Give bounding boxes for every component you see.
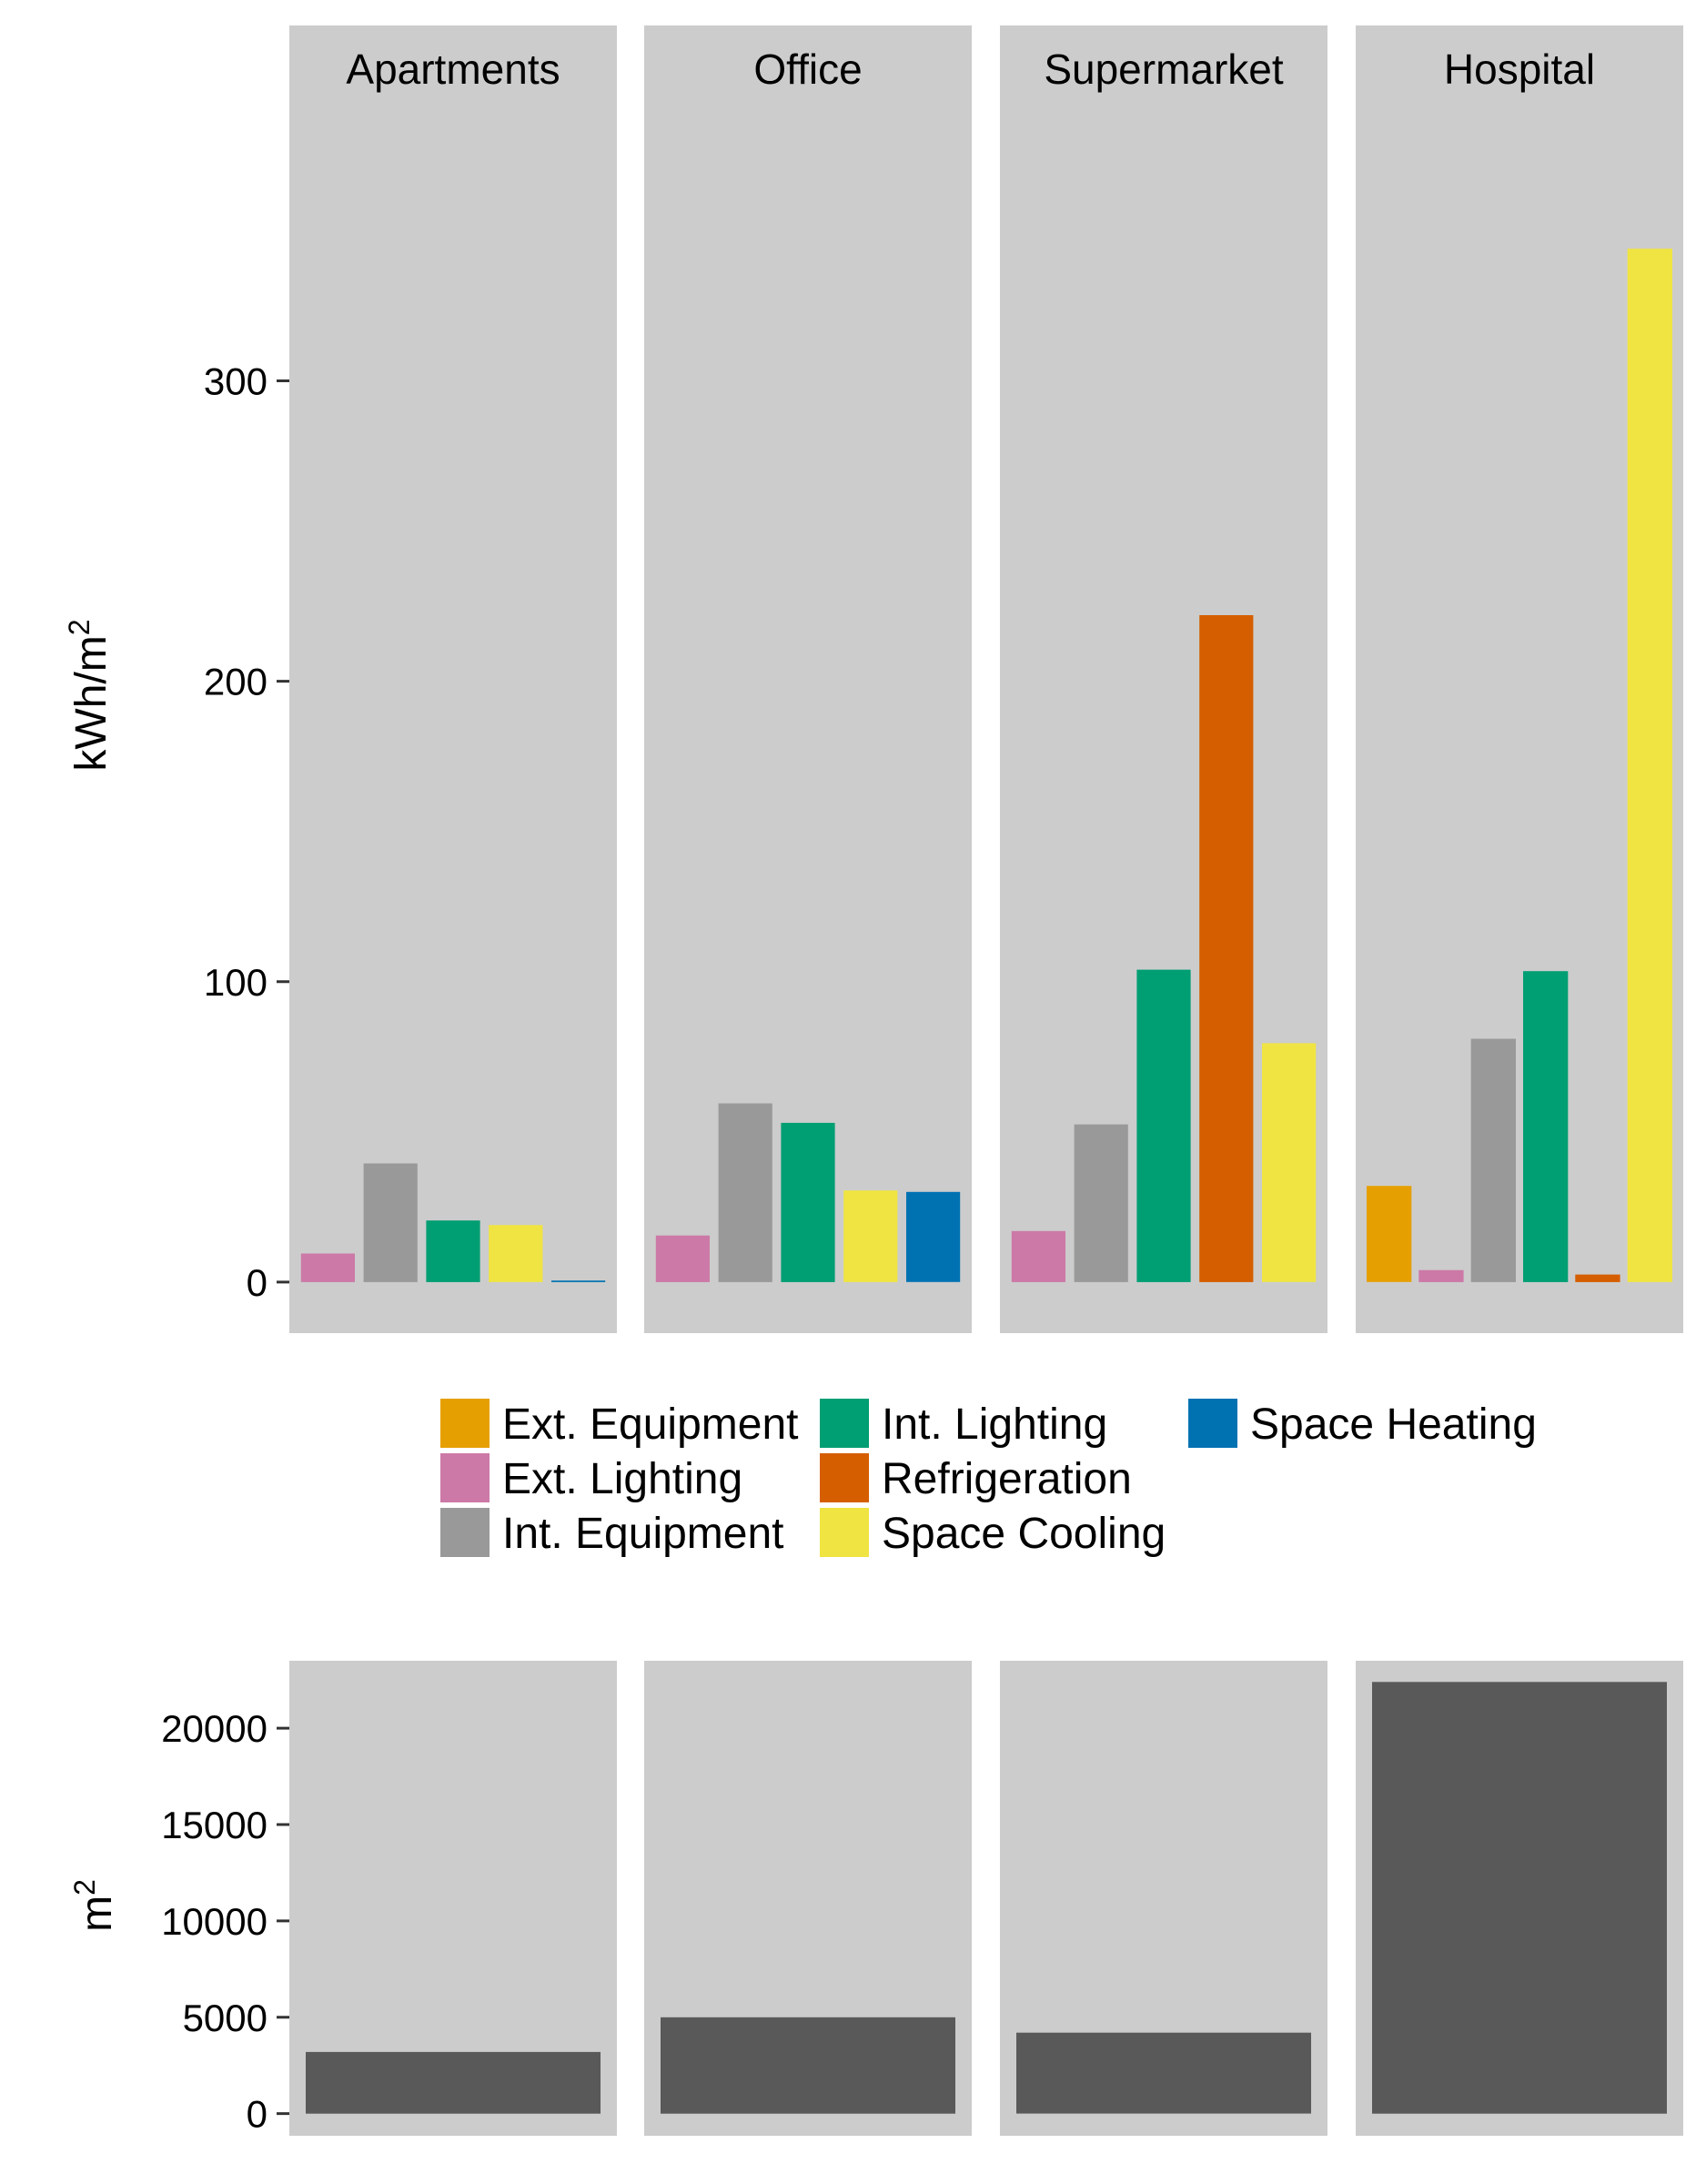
legend-item-refrigeration: Refrigeration (820, 1453, 1132, 1503)
panel-background (289, 25, 617, 1333)
area-y-tick-label: 5000 (183, 1997, 268, 2039)
bar-hospital-int-lighting (1523, 971, 1569, 1282)
bar-apartments-int-equipment (363, 1163, 418, 1282)
bar-apartments-ext-lighting (300, 1253, 355, 1282)
bar-apartments-space-heating (551, 1280, 606, 1282)
area-y-tick-label: 15000 (161, 1804, 268, 1846)
area-facet-panels (289, 1661, 1683, 2136)
bar-supermarket-refrigeration (1199, 615, 1254, 1282)
bar-supermarket-int-equipment (1074, 1124, 1128, 1282)
legend-key-ext-equipment (440, 1399, 490, 1448)
legend-key-space-heating (1188, 1399, 1237, 1448)
legend-item-space-cooling: Space Cooling (820, 1508, 1166, 1558)
panel-background (644, 25, 972, 1333)
floor-area-chart: 0 5000 10000 15000 20000 m2 (68, 1661, 1683, 2136)
energy-y-axis-title-sup: 2 (63, 619, 96, 635)
bar-supermarket-space-cooling (1262, 1043, 1317, 1282)
facet-label-hospital: Hospital (1444, 46, 1595, 93)
facet-label-office: Office (753, 46, 862, 93)
legend-label-int-lighting: Int. Lighting (882, 1400, 1107, 1449)
legend-item-ext-lighting: Ext. Lighting (440, 1453, 742, 1503)
bar-hospital-ext-equipment (1367, 1186, 1412, 1282)
energy-y-axis: 0 100 200 300 (204, 360, 289, 1304)
bar-hospital-ext-lighting (1418, 1269, 1464, 1282)
legend-item-ext-equipment: Ext. Equipment (440, 1399, 799, 1449)
panel-supermarket: Supermarket (1000, 25, 1327, 1333)
area-y-tick-label: 20000 (161, 1707, 268, 1750)
area-bar-hospital (1372, 1682, 1667, 2114)
energy-y-tick-label: 200 (204, 661, 268, 703)
bar-office-space-cooling (843, 1190, 898, 1282)
bar-supermarket-int-lighting (1136, 969, 1191, 1282)
legend-key-ext-lighting (440, 1453, 490, 1502)
area-y-axis-title: m2 (68, 1879, 121, 1932)
area-bar-apartments (306, 2051, 601, 2114)
legend-label-ext-equipment: Ext. Equipment (502, 1400, 799, 1449)
bar-office-ext-lighting (655, 1235, 710, 1282)
energy-intensity-chart: Apartments Office Supermarket Hospital 0 100… (63, 25, 1683, 1333)
facet-label-supermarket: Supermarket (1044, 46, 1284, 93)
bar-supermarket-ext-lighting (1011, 1230, 1065, 1282)
legend-key-int-lighting (820, 1399, 869, 1448)
facet-label-apartments: Apartments (346, 46, 560, 93)
legend-item-space-heating: Space Heating (1188, 1399, 1537, 1449)
bar-hospital-refrigeration (1575, 1274, 1620, 1282)
area-bar-supermarket (1016, 2032, 1311, 2114)
legend-label-refrigeration: Refrigeration (882, 1455, 1132, 1503)
bar-apartments-space-cooling (489, 1225, 543, 1282)
area-bar-office (661, 2017, 955, 2114)
bar-office-int-equipment (718, 1103, 772, 1282)
panel-office: Office (644, 25, 972, 1333)
area-y-tick-label: 0 (247, 2093, 268, 2136)
area-panel-office (644, 1661, 972, 2136)
area-y-axis-title-sup: 2 (68, 1879, 101, 1896)
bar-hospital-space-cooling (1627, 248, 1672, 1282)
energy-y-tick-label: 0 (247, 1261, 268, 1304)
bar-hospital-int-equipment (1470, 1038, 1516, 1282)
energy-y-axis-title-text: kWh/m (67, 635, 116, 771)
legend-key-refrigeration (820, 1453, 869, 1502)
area-y-axis-title-text: m (73, 1896, 121, 1932)
energy-y-axis-title: kWh/m2 (63, 619, 116, 771)
bar-apartments-int-lighting (426, 1220, 480, 1282)
legend: Ext. Equipment Ext. Lighting Int. Equipmen… (440, 1399, 1537, 1558)
legend-label-int-equipment: Int. Equipment (502, 1510, 784, 1558)
area-y-tick-label: 10000 (161, 1900, 268, 1943)
energy-y-tick-label: 300 (204, 360, 268, 403)
legend-key-space-cooling (820, 1508, 869, 1557)
legend-key-int-equipment (440, 1508, 490, 1557)
area-panel-supermarket (1000, 1661, 1327, 2136)
legend-item-int-lighting: Int. Lighting (820, 1399, 1107, 1449)
panel-hospital: Hospital (1356, 25, 1683, 1333)
panel-apartments: Apartments (289, 25, 617, 1333)
legend-label-ext-lighting: Ext. Lighting (502, 1455, 742, 1503)
energy-y-tick-label: 100 (204, 961, 268, 1004)
legend-label-space-cooling: Space Cooling (882, 1510, 1166, 1558)
energy-facet-panels: Apartments Office Supermarket Hospital (289, 25, 1683, 1333)
bar-office-space-heating (906, 1191, 961, 1282)
area-panel-hospital (1356, 1661, 1683, 2136)
area-y-axis: 0 5000 10000 15000 20000 (161, 1707, 289, 2136)
legend-label-space-heating: Space Heating (1250, 1400, 1537, 1449)
bar-office-int-lighting (781, 1122, 835, 1282)
area-panel-apartments (289, 1661, 617, 2136)
legend-item-int-equipment: Int. Equipment (440, 1508, 784, 1558)
